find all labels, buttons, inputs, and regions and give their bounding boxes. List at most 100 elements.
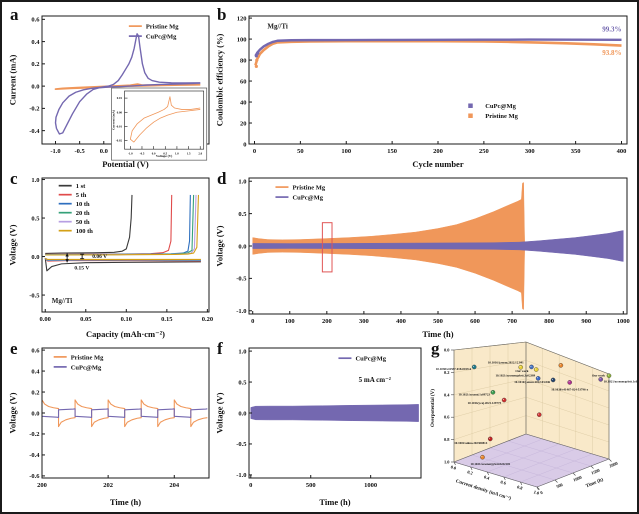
svg-text:20: 20 [240, 120, 247, 127]
legend-d: Pristine Mg CuPc@Mg [275, 185, 326, 202]
svg-text:350: 350 [571, 148, 581, 155]
svg-text:-0.01: -0.01 [116, 125, 123, 129]
svg-text:Voltage (V): Voltage (V) [215, 392, 225, 433]
legend-c: 1 st 5 th 10 th 20 th 50 th 100 th [58, 183, 93, 235]
chart-g: 0.0 0.2 0.4 0.6 0.8 1.0 Overpotential (V) 0.0 0.… [431, 341, 637, 502]
legend-a: Pristine Mg CuPc@Mg [128, 24, 179, 41]
svg-text:0.5: 0.5 [238, 379, 247, 386]
svg-text:500: 500 [555, 482, 564, 489]
svg-text:1000: 1000 [364, 482, 377, 489]
svg-text:1500: 1500 [590, 467, 601, 475]
svg-text:800: 800 [544, 318, 554, 325]
highlight-rect [321, 222, 333, 273]
svg-text:0.2: 0.2 [444, 370, 450, 375]
svg-text:0.5: 0.5 [238, 211, 247, 218]
scatter-point [490, 390, 496, 395]
scatter-point [487, 436, 493, 442]
svg-text:10.1038/s41467-024-53796-x: 10.1038/s41467-024-53796-x [551, 387, 588, 391]
svg-text:0.0: 0.0 [238, 243, 246, 250]
svg-text:0.10: 0.10 [121, 316, 132, 323]
svg-text:-0.4: -0.4 [29, 128, 40, 135]
panel-b: b 0 50 100 150 200 250 300 350 400 0 20 40 60 80 100 12… [215, 6, 635, 170]
svg-text:0.6: 0.6 [500, 479, 508, 486]
svg-text:200: 200 [322, 318, 332, 325]
dot-early-points [254, 64, 258, 68]
svg-text:Overpotential (V): Overpotential (V) [431, 389, 436, 427]
svg-text:0: 0 [253, 148, 256, 155]
legend-b: CuPc@Mg Pristine Mg [468, 103, 519, 120]
svg-text:0.2: 0.2 [31, 61, 39, 68]
svg-text:10.1016/j.cej.2021.129775: 10.1016/j.cej.2021.129775 [468, 401, 502, 405]
series-1 st [45, 194, 133, 255]
svg-text:10.1021/acsenergylett.3c02389: 10.1021/acsenergylett.3c02389 [495, 373, 535, 377]
svg-text:-1.0: -1.0 [236, 308, 246, 315]
svg-text:1000: 1000 [617, 318, 630, 325]
scatter-point [536, 412, 542, 417]
svg-text:CuPc@Mg: CuPc@Mg [355, 356, 386, 363]
chart-a-inset: -1.0 -0.5 0.0 0.5 1.0 1.5 2.0 0.01 0.00 -0.01 -0.0… [112, 90, 205, 158]
svg-text:0.6: 0.6 [31, 17, 40, 24]
svg-text:10.1016/j.ensm.2022.03.046: 10.1016/j.ensm.2022.03.046 [514, 380, 550, 384]
svg-text:CuPc@Mg: CuPc@Mg [71, 364, 102, 371]
svg-text:0.0: 0.0 [31, 83, 39, 90]
scatter-point [567, 380, 572, 385]
svg-text:0.0: 0.0 [444, 348, 450, 353]
scatter-point [471, 364, 477, 370]
legend-f: CuPc@Mg [338, 356, 387, 363]
chart-c: 0.00 0.05 0.10 0.15 0.20 -0.5 0.0 0.5 1.0 Capacit… [8, 177, 213, 339]
svg-text:Voltage (V): Voltage (V) [8, 224, 18, 265]
svg-text:Pristine Mg: Pristine Mg [146, 24, 179, 31]
dot-early-points-2 [256, 51, 260, 55]
svg-text:100: 100 [341, 148, 351, 155]
svg-text:Pristine Mg: Pristine Mg [71, 354, 104, 361]
svg-text:300: 300 [525, 148, 535, 155]
svg-text:0.15: 0.15 [161, 316, 173, 323]
svg-text:Pristine Mg: Pristine Mg [292, 185, 325, 192]
svg-text:Cycle number: Cycle number [412, 159, 463, 169]
svg-text:0.05: 0.05 [80, 316, 92, 323]
band-CuPc@Mg [252, 230, 624, 262]
svg-text:CuPc@Mg: CuPc@Mg [292, 195, 323, 202]
svg-text:0.2: 0.2 [31, 389, 39, 396]
svg-text:Mg//Ti: Mg//Ti [52, 297, 73, 305]
voltage-capacity-chart: 0.00 0.05 0.10 0.15 0.20 -0.5 0.0 0.5 1.0 Capacit… [8, 177, 213, 339]
series-CuPc@Mg [254, 38, 622, 57]
chart-b: 0 50 100 150 200 250 300 350 400 0 20 40 60 80 100 120 C… [215, 15, 628, 169]
series-100 th [45, 194, 200, 256]
scatter-point [535, 376, 541, 381]
svg-text:Capacity (mAh·cm⁻²): Capacity (mAh·cm⁻²) [86, 329, 165, 339]
svg-text:10.1021/acsenergylett.0c02102: 10.1021/acsenergylett.0c02102 [471, 462, 511, 466]
svg-text:-0.5: -0.5 [74, 148, 85, 155]
chart-f: 0 500 1000 -1.0 -0.5 0.0 0.5 1.0 Time (h) Voltage… [215, 347, 422, 507]
svg-text:10 th: 10 th [76, 201, 90, 208]
svg-text:Pristine Mg: Pristine Mg [485, 113, 518, 120]
svg-text:50 th: 50 th [76, 219, 90, 226]
svg-text:300: 300 [359, 318, 369, 325]
svg-text:5 mA cm⁻²: 5 mA cm⁻² [359, 376, 391, 384]
series-100 th [44, 257, 201, 261]
svg-text:0.6: 0.6 [444, 415, 450, 420]
svg-text:1 st: 1 st [76, 183, 86, 190]
panel-c: c 0.00 0.05 0.10 0.15 0.20 -0.5 0.0 0.5 1.0 Capac… [8, 170, 215, 340]
svg-text:Current (mA): Current (mA) [112, 110, 116, 130]
svg-text:5 th: 5 th [76, 192, 87, 199]
svg-text:10.1021/acsami.1c09723: 10.1021/acsami.1c09723 [459, 392, 491, 396]
svg-text:Potential (V): Potential (V) [102, 159, 149, 169]
svg-text:Time (h): Time (h) [110, 497, 141, 507]
svg-text:Mg//Ti: Mg//Ti [267, 23, 288, 31]
svg-text:204: 204 [169, 482, 180, 489]
svg-text:1.0: 1.0 [444, 460, 450, 465]
svg-text:2.0: 2.0 [198, 152, 202, 156]
svg-text:-0.5: -0.5 [140, 152, 145, 156]
band-CuPc@Mg [250, 404, 419, 422]
svg-text:-0.5: -0.5 [236, 441, 247, 448]
svg-text:CuPc@Mg: CuPc@Mg [146, 34, 177, 41]
svg-text:1.0: 1.0 [533, 489, 541, 496]
svg-text:-0.5: -0.5 [236, 276, 247, 283]
svg-text:0.0: 0.0 [238, 410, 246, 417]
svg-text:Coulombic efficiency (%): Coulombic efficiency (%) [215, 34, 225, 127]
panel-a-letter: a [10, 5, 19, 24]
svg-text:Voltage (V): Voltage (V) [156, 154, 172, 158]
svg-text:80: 80 [240, 57, 247, 64]
svg-text:Current (mA): Current (mA) [8, 55, 18, 106]
